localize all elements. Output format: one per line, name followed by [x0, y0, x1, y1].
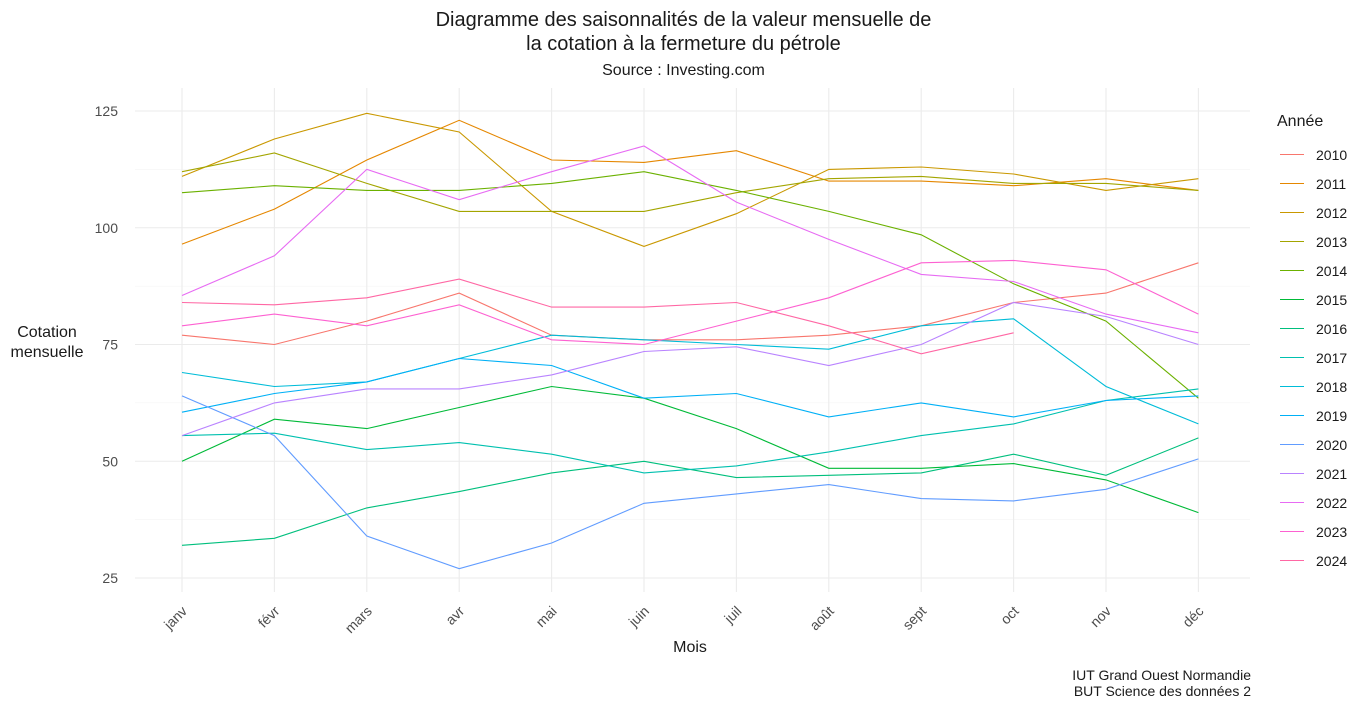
legend-item-2013: 2013 — [1280, 227, 1347, 256]
series-line-2014 — [181, 171, 1199, 399]
chart-title-line2: la cotation à la fermeture du pétrole — [526, 33, 841, 55]
series-line-2013 — [181, 152, 1199, 212]
legend-key — [1280, 386, 1304, 387]
legend-label: 2022 — [1316, 494, 1348, 511]
chart-title-line1: Diagramme des saisonnalités de la valeur… — [435, 9, 932, 31]
x-tick-label: nov — [1087, 603, 1114, 630]
series-line-2022 — [181, 145, 1199, 334]
series-line-2024 — [181, 278, 1014, 355]
legend-key — [1280, 299, 1304, 300]
legend-label: 2010 — [1316, 146, 1348, 163]
legend-item-2010: 2010 — [1280, 140, 1347, 169]
series-line-2012 — [181, 112, 1199, 247]
x-tick-label: juil — [720, 603, 744, 627]
legend-key — [1280, 560, 1304, 561]
legend-item-2016: 2016 — [1280, 314, 1347, 343]
caption-line2: BUT Science des données 2 — [1073, 683, 1251, 699]
y-tick-label: 75 — [102, 337, 118, 353]
y-axis-label: Cotation mensuelle — [2, 323, 92, 363]
x-tick-label: avr — [442, 603, 467, 628]
chart-subtitle: Source : Investing.com — [602, 62, 765, 79]
x-tick-label: févr — [255, 603, 283, 631]
legend-key — [1280, 212, 1304, 213]
legend-label: 2013 — [1316, 233, 1348, 250]
legend-item-2015: 2015 — [1280, 285, 1347, 314]
legend-key — [1280, 357, 1304, 358]
legend-item-2017: 2017 — [1280, 343, 1347, 372]
series-line-2016 — [181, 437, 1199, 546]
legend-label: 2021 — [1316, 465, 1348, 482]
legend: 2010 2011 2012 2013 2014 2015 2016 2017 2018 2019… — [1280, 140, 1347, 575]
legend-item-2021: 2021 — [1280, 459, 1347, 488]
legend-key — [1280, 531, 1304, 532]
legend-key — [1280, 183, 1304, 184]
series-line-2020 — [181, 395, 1199, 570]
legend-label: 2018 — [1316, 378, 1348, 395]
legend-item-2024: 2024 — [1280, 546, 1347, 575]
series-line-2017 — [181, 388, 1199, 474]
y-tick-label: 100 — [95, 220, 119, 236]
legend-label: 2020 — [1316, 436, 1348, 453]
series-line-2019 — [181, 357, 1199, 418]
legend-item-2019: 2019 — [1280, 401, 1347, 430]
legend-label: 2024 — [1316, 552, 1348, 569]
legend-item-2018: 2018 — [1280, 372, 1347, 401]
legend-key — [1280, 502, 1304, 503]
legend-label: 2019 — [1316, 407, 1348, 424]
legend-item-2022: 2022 — [1280, 488, 1347, 517]
legend-label: 2017 — [1316, 349, 1348, 366]
x-axis-label: Mois — [673, 639, 707, 656]
x-tick-label: juin — [625, 603, 652, 630]
series-line-2018 — [181, 318, 1199, 425]
legend-item-2011: 2011 — [1280, 169, 1347, 198]
series-line-2021 — [181, 301, 1199, 437]
y-tick-label: 25 — [102, 570, 118, 586]
legend-label: 2023 — [1316, 523, 1348, 540]
y-axis-label-line2: mensuelle — [10, 344, 84, 361]
x-tick-label: mai — [532, 603, 559, 630]
y-tick-label: 50 — [102, 453, 118, 469]
legend-item-2014: 2014 — [1280, 256, 1347, 285]
series-line-2023 — [181, 259, 1199, 346]
caption-line1: IUT Grand Ouest Normandie — [1072, 667, 1251, 683]
legend-key — [1280, 270, 1304, 271]
series-line-2010 — [181, 262, 1199, 346]
series-line-2011 — [181, 119, 1199, 245]
legend-title: Année — [1277, 113, 1324, 130]
legend-key — [1280, 328, 1304, 329]
legend-label: 2016 — [1316, 320, 1348, 337]
legend-label: 2012 — [1316, 204, 1348, 221]
legend-key — [1280, 241, 1304, 242]
x-tick-label: déc — [1179, 603, 1206, 630]
x-tick-label: sept — [899, 603, 929, 633]
legend-label: 2015 — [1316, 291, 1348, 308]
legend-key — [1280, 415, 1304, 416]
series-line-2015 — [181, 385, 1199, 514]
x-tick-label: août — [806, 603, 837, 634]
x-tick-label: oct — [997, 603, 1022, 628]
legend-label: 2014 — [1316, 262, 1348, 279]
legend-item-2020: 2020 — [1280, 430, 1347, 459]
legend-key — [1280, 154, 1304, 155]
legend-label: 2011 — [1316, 175, 1347, 192]
x-tick-label: mars — [342, 603, 375, 636]
legend-item-2023: 2023 — [1280, 517, 1347, 546]
y-axis-label-line1: Cotation — [17, 324, 77, 341]
legend-key — [1280, 444, 1304, 445]
x-tick-label: janv — [160, 603, 190, 633]
legend-item-2012: 2012 — [1280, 198, 1347, 227]
y-tick-label: 125 — [95, 103, 119, 119]
legend-key — [1280, 473, 1304, 474]
